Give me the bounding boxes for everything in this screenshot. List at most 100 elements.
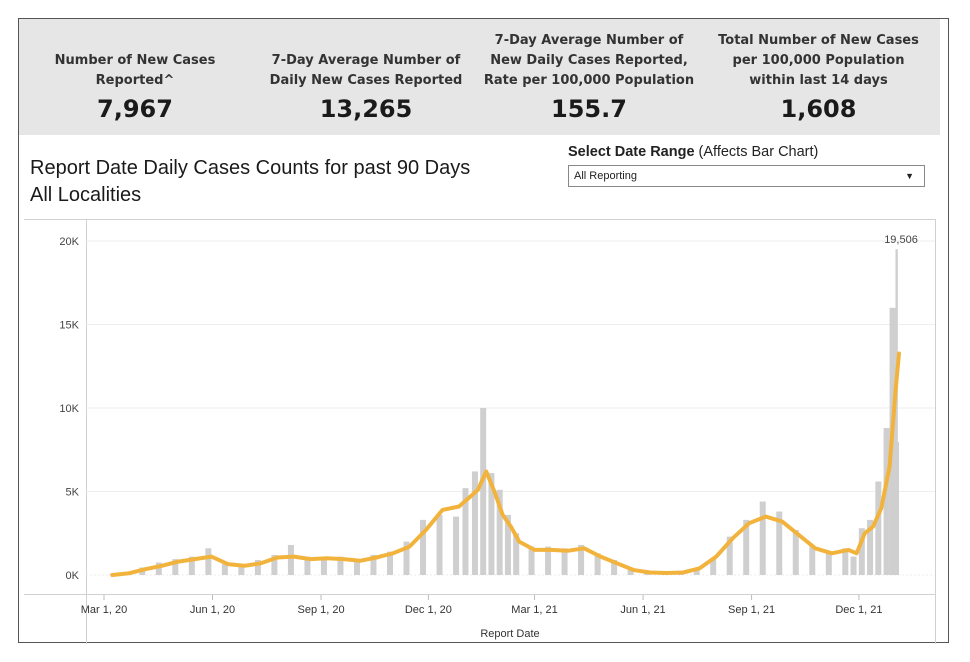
daily-cases-bar — [726, 536, 733, 575]
daily-cases-bar — [545, 546, 552, 575]
x-tick-label: Mar 1, 21 — [511, 604, 557, 616]
daily-cases-bar — [578, 544, 585, 575]
kpi-label-line: 7-Day Average Number of — [494, 33, 684, 48]
date-range-dropdown[interactable]: All Reporting ▼ — [568, 165, 925, 187]
x-tick-label: Mar 1, 20 — [81, 604, 127, 616]
daily-cases-bar — [842, 548, 849, 575]
kpi-label-line: Number of New Cases — [54, 53, 216, 68]
daily-cases-bar — [528, 546, 535, 575]
daily-cases-bar — [867, 519, 874, 575]
daily-cases-bar — [693, 568, 700, 575]
daily-cases-bar — [759, 501, 766, 575]
chart-heading-line2: All Localities — [30, 184, 142, 206]
x-tick-label: Dec 1, 21 — [835, 604, 882, 616]
daily-cases-bar — [337, 556, 344, 575]
chevron-down-icon[interactable]: ▼ — [905, 171, 914, 181]
daily-cases-bar — [353, 559, 360, 575]
chart-area: 0K 5K 10K 15K 20K 19,506 Mar 1, 20 Jun 1, 20 Sep… — [19, 219, 940, 644]
daily-cases-bar — [825, 553, 832, 575]
daily-cases-bar — [875, 481, 882, 575]
daily-cases-bar — [809, 546, 816, 575]
kpi-label-line: Reported^ — [95, 73, 175, 88]
chart-heading-line1: Report Date Daily Cases Counts for past … — [30, 157, 471, 179]
x-tick-label: Jun 1, 20 — [190, 604, 235, 616]
daily-cases-bar — [403, 541, 410, 575]
daily-cases-bar — [304, 556, 311, 575]
y-tick-label: 10K — [59, 403, 79, 415]
daily-cases-bar — [287, 544, 294, 575]
daily-cases-bar — [254, 559, 261, 575]
daily-cases-chart: 0K 5K 10K 15K 20K 19,506 Mar 1, 20 Jun 1, 20 Sep… — [24, 219, 936, 644]
daily-cases-bar — [776, 511, 783, 575]
daily-cases-bar — [710, 558, 717, 575]
kpi-new-cases-label: Number of New Cases Reported^ — [19, 51, 251, 91]
kpi-label-line: Rate per 100,000 Population — [483, 73, 695, 88]
x-tick-label: Jun 1, 21 — [620, 604, 665, 616]
daily-cases-bar — [895, 249, 898, 575]
kpi-14day-rate: Total Number of New Cases per 100,000 Po… — [697, 19, 940, 135]
kpi-14day-rate-label: Total Number of New Cases per 100,000 Po… — [697, 31, 940, 91]
daily-cases-bar — [488, 473, 495, 575]
kpi-label-line: within last 14 days — [749, 73, 888, 88]
x-axis-title: Report Date — [480, 628, 539, 640]
kpi-label-line: 7-Day Average Number of — [271, 53, 461, 68]
daily-cases-bar — [513, 533, 520, 575]
daily-cases-bar — [238, 564, 245, 575]
daily-cases-bar — [462, 488, 469, 575]
x-tick-label: Sep 1, 20 — [297, 604, 344, 616]
daily-cases-bar — [496, 489, 503, 575]
daily-cases-bar — [370, 554, 377, 575]
daily-cases-bar — [594, 553, 601, 575]
kpi-label-line: Daily New Cases Reported — [269, 73, 463, 88]
daily-cases-bar — [792, 529, 799, 575]
dashboard-frame: Number of New Cases Reported^ 7,967 7-Da… — [18, 18, 949, 644]
daily-cases-bar — [858, 528, 865, 575]
daily-cases-bar — [221, 564, 228, 575]
daily-cases-bar — [172, 559, 179, 575]
kpi-label-line: Total Number of New Cases — [718, 33, 919, 48]
y-tick-label: 20K — [59, 236, 79, 248]
daily-cases-bar — [320, 558, 327, 575]
daily-cases-bar — [155, 562, 162, 575]
kpi-14day-rate-value: 1,608 — [780, 95, 857, 123]
peak-annotation-label: 19,506 — [884, 234, 918, 246]
chart-heading: Report Date Daily Cases Counts for past … — [30, 155, 470, 209]
y-tick-label: 0K — [66, 570, 80, 582]
kpi-7day-rate: 7-Day Average Number of New Daily Cases … — [481, 19, 697, 135]
daily-cases-bar — [205, 548, 212, 575]
daily-cases-bar — [883, 428, 890, 575]
daily-cases-bar — [480, 408, 487, 575]
daily-cases-bar — [271, 554, 278, 575]
daily-cases-bar — [420, 519, 427, 575]
daily-cases-bar — [188, 556, 195, 575]
daily-cases-bar — [850, 556, 857, 575]
kpi-7day-avg-label: 7-Day Average Number of Daily New Cases … — [251, 51, 481, 91]
kpi-new-cases-value: 7,967 — [97, 95, 173, 123]
daily-cases-bar — [471, 471, 478, 575]
kpi-7day-rate-value: 155.7 — [551, 95, 627, 123]
date-range-filter-title: Select Date Range — [568, 144, 695, 160]
x-tick-label: Dec 1, 20 — [405, 604, 452, 616]
kpi-new-cases: Number of New Cases Reported^ 7,967 — [19, 19, 251, 135]
kpi-label-line: per 100,000 Population — [732, 53, 905, 68]
kpi-7day-rate-label: 7-Day Average Number of New Daily Cases … — [481, 31, 697, 91]
daily-cases-bar — [436, 514, 443, 575]
y-tick-label: 5K — [66, 487, 80, 499]
date-range-selected: All Reporting — [574, 170, 637, 182]
kpi-7day-avg: 7-Day Average Number of Daily New Cases … — [251, 19, 481, 135]
y-tick-label: 15K — [59, 320, 79, 332]
daily-cases-bar — [453, 516, 460, 575]
date-range-filter-label: Select Date Range (Affects Bar Chart) — [568, 144, 818, 160]
daily-cases-bar — [386, 551, 393, 575]
daily-cases-bar — [743, 519, 750, 575]
daily-cases-bar — [897, 441, 900, 575]
date-range-filter-note: (Affects Bar Chart) — [694, 144, 819, 160]
kpi-band: Number of New Cases Reported^ 7,967 7-Da… — [19, 19, 940, 135]
seven-day-average-line — [110, 351, 901, 577]
daily-cases-bar — [504, 514, 511, 575]
kpi-label-line: New Daily Cases Reported, — [490, 53, 688, 68]
x-tick-label: Sep 1, 21 — [728, 604, 775, 616]
kpi-7day-avg-value: 13,265 — [319, 95, 413, 123]
daily-cases-bar — [561, 548, 568, 575]
daily-cases-bar — [627, 568, 634, 575]
